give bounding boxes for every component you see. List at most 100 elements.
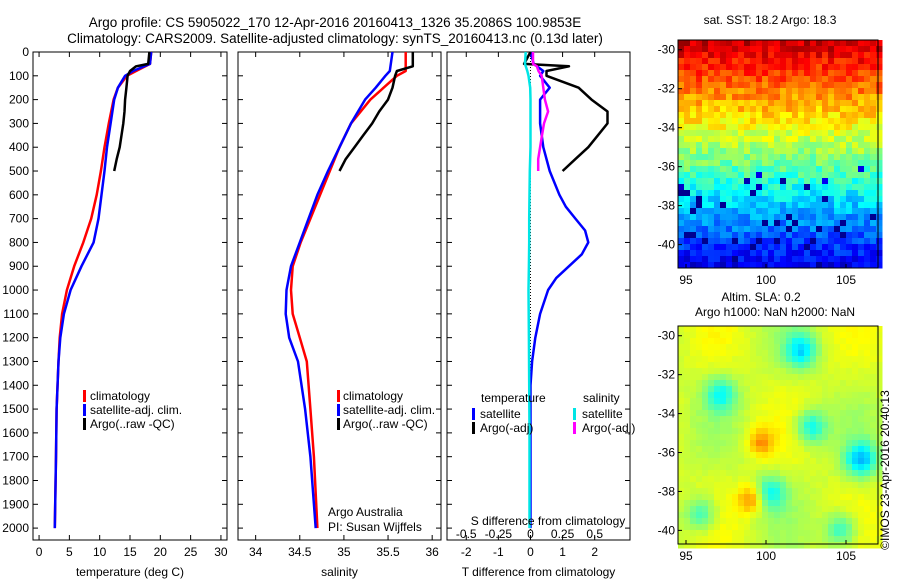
map-cell — [828, 52, 835, 59]
map-cell — [678, 256, 685, 263]
map-cell — [702, 416, 709, 423]
map-cell — [834, 94, 841, 101]
map-cell — [792, 70, 799, 77]
map-cell — [846, 338, 853, 345]
map-cell — [714, 178, 721, 185]
map-cell — [768, 494, 775, 501]
map-cell — [828, 488, 835, 495]
map-cell — [744, 356, 751, 363]
map-cell — [780, 214, 787, 221]
map-cell — [720, 256, 727, 263]
map-cell — [756, 214, 763, 221]
map-cell — [780, 500, 787, 507]
map-cell — [798, 500, 805, 507]
x-tick-label: 35.5 — [376, 545, 400, 559]
map-cell — [750, 154, 757, 161]
map-cell — [756, 500, 763, 507]
map-cell — [726, 100, 733, 107]
map-cell — [822, 100, 829, 107]
map-cell — [822, 518, 829, 525]
map-cell — [798, 338, 805, 345]
map-cell — [798, 512, 805, 519]
map-cell — [702, 476, 709, 483]
map-cell — [810, 392, 817, 399]
map-cell — [792, 380, 799, 387]
map-frame — [677, 39, 879, 269]
map-cell — [678, 166, 685, 173]
map-cell — [846, 518, 853, 525]
map-cell — [858, 52, 865, 59]
map-cell — [792, 232, 799, 239]
map-cell — [864, 428, 871, 435]
map-cell — [852, 130, 859, 137]
map-cell — [786, 100, 793, 107]
map-cell — [708, 154, 715, 161]
map-cell — [792, 416, 799, 423]
map-cell — [750, 338, 757, 345]
map-cell — [702, 58, 709, 65]
map-cell — [774, 386, 781, 393]
map-cell — [732, 416, 739, 423]
map-cell — [816, 446, 823, 453]
map-cell — [720, 214, 727, 221]
map-cell — [750, 166, 757, 173]
map-cell — [828, 542, 835, 549]
map-cell — [708, 380, 715, 387]
map-cell — [876, 362, 883, 369]
map-cell — [876, 214, 883, 221]
map-cell — [876, 506, 883, 513]
map-cell — [732, 398, 739, 405]
map-cell — [804, 58, 811, 65]
map-cell — [714, 356, 721, 363]
map-cell — [708, 440, 715, 447]
map-cell — [684, 124, 691, 131]
map-cell — [834, 238, 841, 245]
map-cell — [846, 416, 853, 423]
map-cell — [678, 344, 685, 351]
map-cell — [804, 368, 811, 375]
map-cell — [786, 404, 793, 411]
map-cell — [726, 530, 733, 537]
map-cell — [828, 506, 835, 513]
map-cell — [798, 112, 805, 119]
map-cell — [690, 536, 697, 543]
map-cell — [870, 196, 877, 203]
map-cell — [798, 458, 805, 465]
map-cell — [840, 232, 847, 239]
map-cell — [852, 94, 859, 101]
map-cell — [768, 464, 775, 471]
map-cell — [762, 326, 769, 333]
map-cell — [720, 338, 727, 345]
map-cell — [756, 380, 763, 387]
map-cell — [696, 100, 703, 107]
map-cell — [768, 70, 775, 77]
map-cell — [714, 64, 721, 71]
map-cell — [834, 356, 841, 363]
map-cell — [840, 440, 847, 447]
map-cell — [852, 488, 859, 495]
map-cell — [720, 452, 727, 459]
map-cell — [810, 220, 817, 227]
map-cell — [810, 488, 817, 495]
map-cell — [750, 446, 757, 453]
map-cell — [690, 524, 697, 531]
map-cell — [756, 386, 763, 393]
map-cell — [816, 154, 823, 161]
map-cell — [864, 52, 871, 59]
map-cell — [708, 172, 715, 179]
map-cell — [744, 458, 751, 465]
map-cell — [720, 518, 727, 525]
map-cell — [840, 326, 847, 333]
map-cell — [798, 536, 805, 543]
map-cell — [720, 386, 727, 393]
map-cell — [834, 380, 841, 387]
map-cell — [858, 94, 865, 101]
map-cell — [768, 112, 775, 119]
map-cell — [756, 338, 763, 345]
map-cell — [732, 404, 739, 411]
map-cell — [846, 262, 853, 269]
map-cell — [864, 494, 871, 501]
map-cell — [864, 512, 871, 519]
map-cell — [762, 470, 769, 477]
map-cell — [720, 106, 727, 113]
